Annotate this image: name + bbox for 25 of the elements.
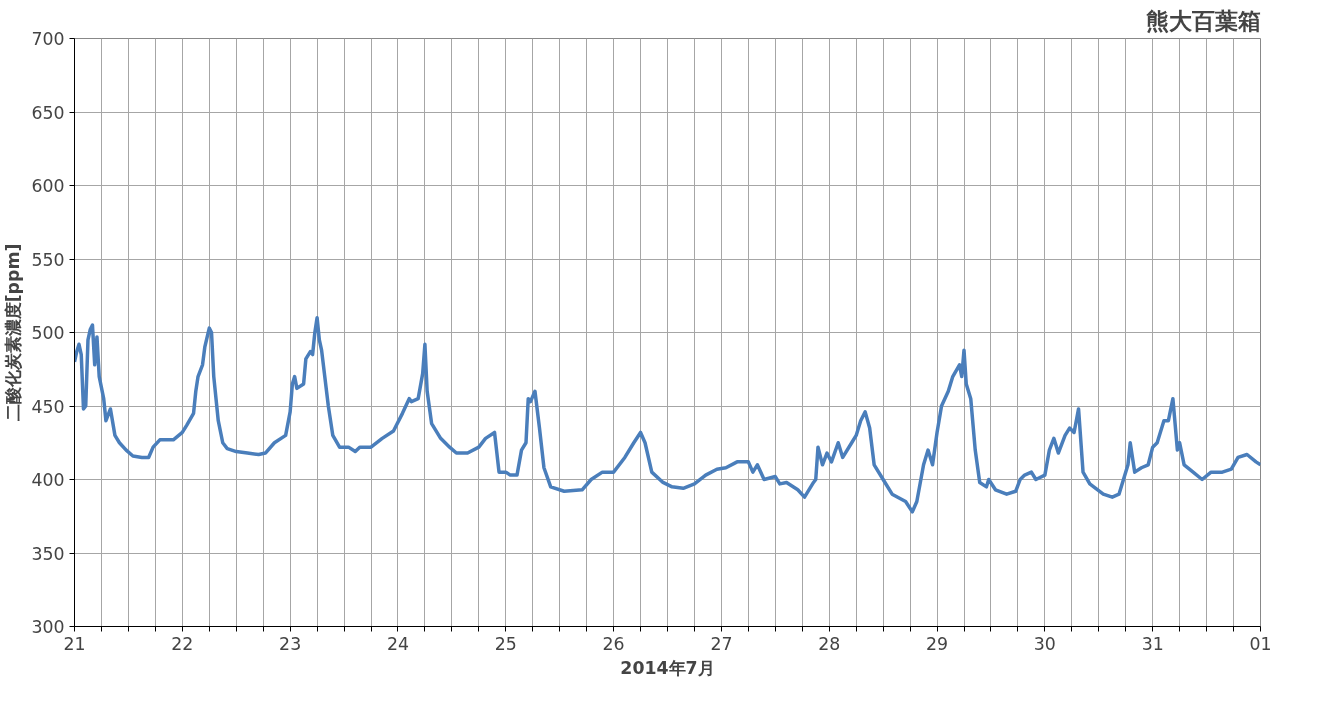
x-tick-label: 30 <box>1033 633 1056 654</box>
y-tick-label: 600 <box>31 176 65 196</box>
y-tick-label: 300 <box>31 617 65 637</box>
x-tick-label: 29 <box>926 633 949 654</box>
x-tick-label: 24 <box>386 633 409 654</box>
x-tick-label: 22 <box>171 633 194 654</box>
x-axis-title: 2014年7月 <box>620 657 715 678</box>
line-series <box>74 316 1261 514</box>
x-tick-label: 28 <box>818 633 841 654</box>
x-tick-label: 25 <box>494 633 517 654</box>
y-tick-label: 500 <box>31 323 65 343</box>
x-tick-label: 23 <box>279 633 302 654</box>
y-axis-title: 二酸化炭素濃度[ppm] <box>3 243 24 422</box>
y-tick-label: 700 <box>31 29 65 49</box>
x-tick-label: 21 <box>63 633 86 654</box>
x-tick-label: 26 <box>602 633 625 654</box>
y-tick-label: 400 <box>31 470 65 490</box>
x-tick-label: 31 <box>1141 633 1164 654</box>
x-tick-label: 01 <box>1249 633 1272 654</box>
y-tick-label: 350 <box>31 543 65 564</box>
y-tick-label: 550 <box>31 249 65 270</box>
chart-title: 熊大百葉箱 <box>1145 7 1261 34</box>
y-tick-label: 650 <box>31 102 65 123</box>
y-tick-label: 450 <box>31 396 65 417</box>
x-tick-label: 27 <box>710 633 733 654</box>
